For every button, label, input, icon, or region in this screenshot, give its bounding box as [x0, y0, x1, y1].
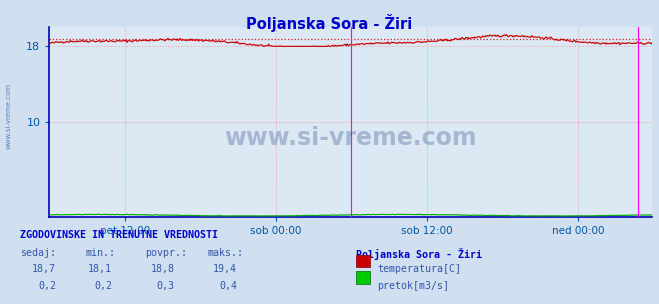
Text: Poljanska Sora - Žiri: Poljanska Sora - Žiri [246, 14, 413, 32]
Text: 18,1: 18,1 [88, 264, 112, 275]
Text: 0,4: 0,4 [219, 281, 237, 291]
Text: www.si-vreme.com: www.si-vreme.com [225, 126, 477, 150]
Text: ZGODOVINSKE IN TRENUTNE VREDNOSTI: ZGODOVINSKE IN TRENUTNE VREDNOSTI [20, 230, 217, 240]
Text: Poljanska Sora - Žiri: Poljanska Sora - Žiri [356, 248, 482, 260]
Text: povpr.:: povpr.: [145, 248, 187, 258]
Text: 0,2: 0,2 [38, 281, 56, 291]
Text: temperatura[C]: temperatura[C] [377, 264, 461, 275]
Text: maks.:: maks.: [208, 248, 244, 258]
Text: 0,3: 0,3 [157, 281, 175, 291]
Text: 0,2: 0,2 [94, 281, 112, 291]
Text: min.:: min.: [86, 248, 116, 258]
Text: www.si-vreme.com: www.si-vreme.com [5, 82, 11, 149]
Text: pretok[m3/s]: pretok[m3/s] [377, 281, 449, 291]
Text: sedaj:: sedaj: [20, 248, 56, 258]
Text: 18,7: 18,7 [32, 264, 56, 275]
Text: 19,4: 19,4 [214, 264, 237, 275]
Text: 18,8: 18,8 [151, 264, 175, 275]
